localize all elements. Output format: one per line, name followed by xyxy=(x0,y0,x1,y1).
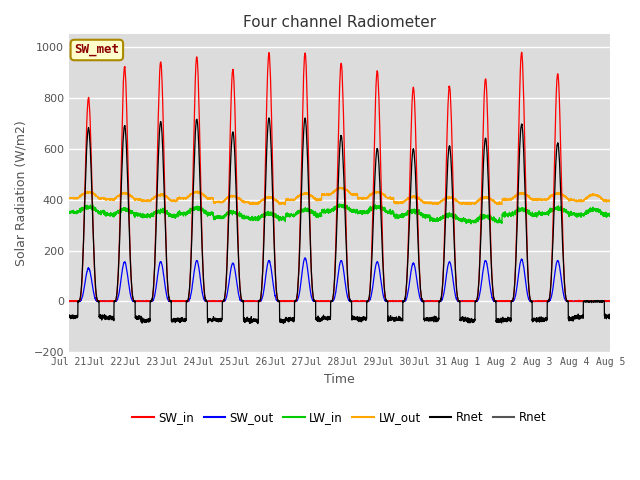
LW_out xyxy=(607,198,614,204)
SW_out xyxy=(301,255,308,261)
Legend: SW_in, SW_out, LW_in, LW_out, Rnet, Rnet: SW_in, SW_out, LW_in, LW_out, Rnet, Rnet xyxy=(128,406,552,429)
LW_out xyxy=(319,192,327,197)
Rnet xyxy=(492,299,500,304)
LW_in xyxy=(461,216,468,222)
LW_in xyxy=(467,221,475,227)
SW_in xyxy=(518,49,525,55)
Rnet xyxy=(319,312,327,318)
Rnet xyxy=(606,313,614,319)
LW_in xyxy=(163,210,170,216)
Line: LW_out: LW_out xyxy=(69,187,611,205)
SW_in xyxy=(492,298,499,304)
SW_in xyxy=(65,299,73,304)
SW_in xyxy=(163,251,170,256)
SW_out xyxy=(492,299,500,304)
LW_out xyxy=(606,199,614,204)
Rnet xyxy=(65,313,73,319)
LW_out xyxy=(163,194,170,200)
SW_out xyxy=(65,299,73,304)
LW_in xyxy=(335,201,343,207)
Line: LW_in: LW_in xyxy=(69,204,611,224)
SW_in xyxy=(607,299,614,304)
SW_out xyxy=(461,299,469,304)
SW_out xyxy=(431,299,439,304)
LW_in xyxy=(606,213,614,219)
LW_in xyxy=(607,213,614,218)
LW_in xyxy=(319,208,327,214)
Rnet xyxy=(431,317,439,323)
X-axis label: Time: Time xyxy=(324,373,355,386)
SW_in xyxy=(606,299,614,304)
SW_in xyxy=(65,298,73,304)
LW_in xyxy=(492,216,500,222)
SW_in xyxy=(431,299,439,304)
SW_in xyxy=(319,298,327,304)
Text: SW_met: SW_met xyxy=(74,44,119,57)
LW_in xyxy=(431,217,439,223)
LW_out xyxy=(335,184,343,190)
Line: SW_in: SW_in xyxy=(69,52,611,301)
LW_out xyxy=(431,201,439,206)
Line: Rnet: Rnet xyxy=(69,118,611,324)
SW_out xyxy=(606,299,614,304)
Rnet xyxy=(163,251,170,257)
Rnet xyxy=(461,315,469,321)
LW_in xyxy=(65,209,73,215)
Rnet xyxy=(254,321,262,326)
SW_out xyxy=(607,299,614,304)
Title: Four channel Radiometer: Four channel Radiometer xyxy=(243,15,436,30)
SW_out xyxy=(163,290,170,296)
SW_out xyxy=(319,299,327,304)
Rnet xyxy=(265,115,273,121)
SW_in xyxy=(461,299,468,304)
Line: SW_out: SW_out xyxy=(69,258,611,301)
Rnet xyxy=(607,314,614,320)
Y-axis label: Solar Radiation (W/m2): Solar Radiation (W/m2) xyxy=(15,120,28,266)
LW_out xyxy=(282,202,289,208)
LW_out xyxy=(492,199,500,205)
LW_out xyxy=(65,195,73,201)
LW_out xyxy=(461,200,469,205)
SW_out xyxy=(65,299,73,304)
